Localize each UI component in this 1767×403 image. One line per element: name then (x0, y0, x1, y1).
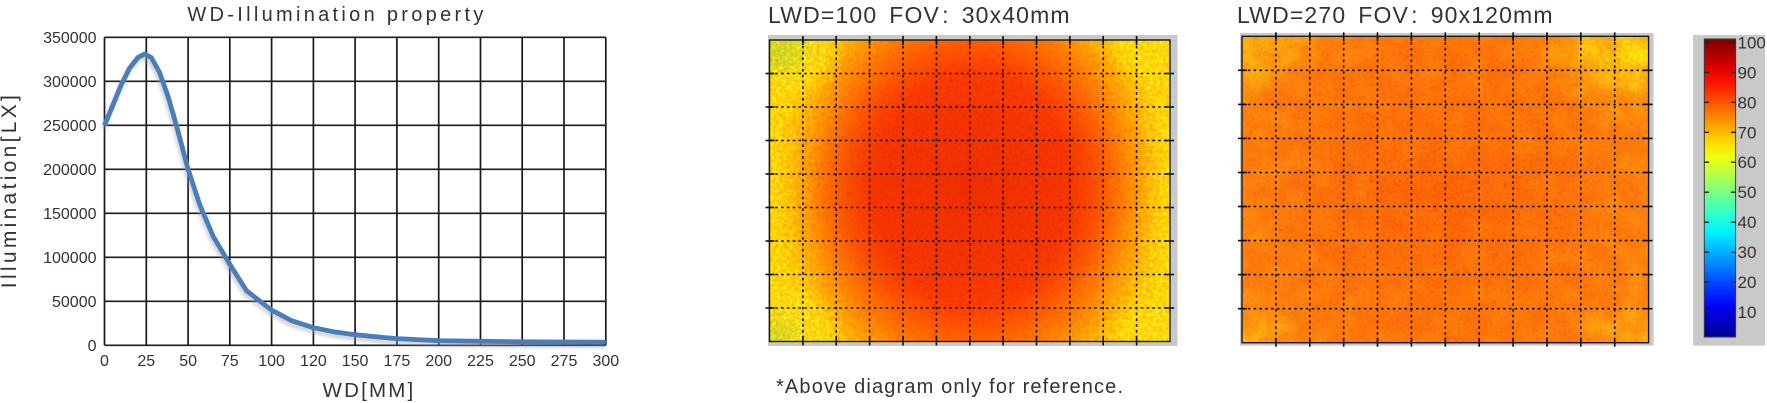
svg-text:WD-Illumination property: WD-Illumination property (187, 4, 486, 26)
svg-text:70: 70 (1738, 123, 1757, 142)
svg-text:60: 60 (1738, 153, 1757, 172)
svg-text:80: 80 (1738, 93, 1757, 112)
svg-text:275: 275 (551, 353, 578, 370)
svg-text:30: 30 (1738, 243, 1757, 262)
svg-text:120: 120 (300, 353, 327, 370)
svg-text:250: 250 (509, 353, 536, 370)
svg-text:175: 175 (384, 353, 411, 370)
svg-text:10: 10 (1738, 303, 1757, 322)
svg-text:150: 150 (342, 353, 369, 370)
svg-text:225: 225 (467, 353, 494, 370)
svg-text:200: 200 (425, 353, 452, 370)
svg-text:50000: 50000 (52, 294, 97, 311)
svg-text:300000: 300000 (43, 74, 96, 91)
svg-text:Illumination[LX]: Illumination[LX] (0, 92, 21, 288)
svg-text:350000: 350000 (43, 30, 96, 47)
svg-text:200000: 200000 (43, 162, 96, 179)
svg-text:90: 90 (1738, 63, 1757, 82)
svg-text:50: 50 (179, 353, 197, 370)
svg-text:150000: 150000 (43, 206, 96, 223)
svg-text:250000: 250000 (43, 118, 96, 135)
svg-text:WD[MM]: WD[MM] (323, 379, 416, 402)
svg-text:100: 100 (1738, 33, 1766, 52)
svg-text:100000: 100000 (43, 250, 96, 267)
svg-text:40: 40 (1738, 213, 1757, 232)
svg-text:25: 25 (137, 353, 155, 370)
svg-text:50: 50 (1738, 183, 1757, 202)
svg-text:*Above diagram only for refere: *Above diagram only for reference. (776, 376, 1124, 398)
svg-text:0: 0 (100, 353, 109, 370)
svg-text:100: 100 (258, 353, 285, 370)
svg-text:75: 75 (221, 353, 239, 370)
svg-text:20: 20 (1738, 273, 1757, 292)
svg-text:300: 300 (592, 353, 619, 370)
svg-text:0: 0 (88, 338, 97, 355)
